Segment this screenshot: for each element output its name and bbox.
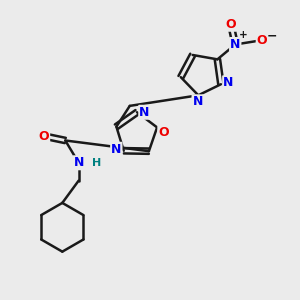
Text: N: N bbox=[230, 38, 240, 51]
Text: O: O bbox=[39, 130, 49, 142]
Text: O: O bbox=[158, 126, 169, 139]
Text: N: N bbox=[223, 76, 233, 89]
Text: O: O bbox=[226, 18, 236, 31]
Text: −: − bbox=[267, 29, 278, 42]
Text: +: + bbox=[239, 30, 248, 40]
Text: N: N bbox=[74, 156, 84, 169]
Text: N: N bbox=[139, 106, 150, 119]
Text: N: N bbox=[193, 95, 203, 108]
Text: O: O bbox=[257, 34, 267, 47]
Text: H: H bbox=[92, 158, 101, 168]
Text: N: N bbox=[111, 143, 122, 156]
